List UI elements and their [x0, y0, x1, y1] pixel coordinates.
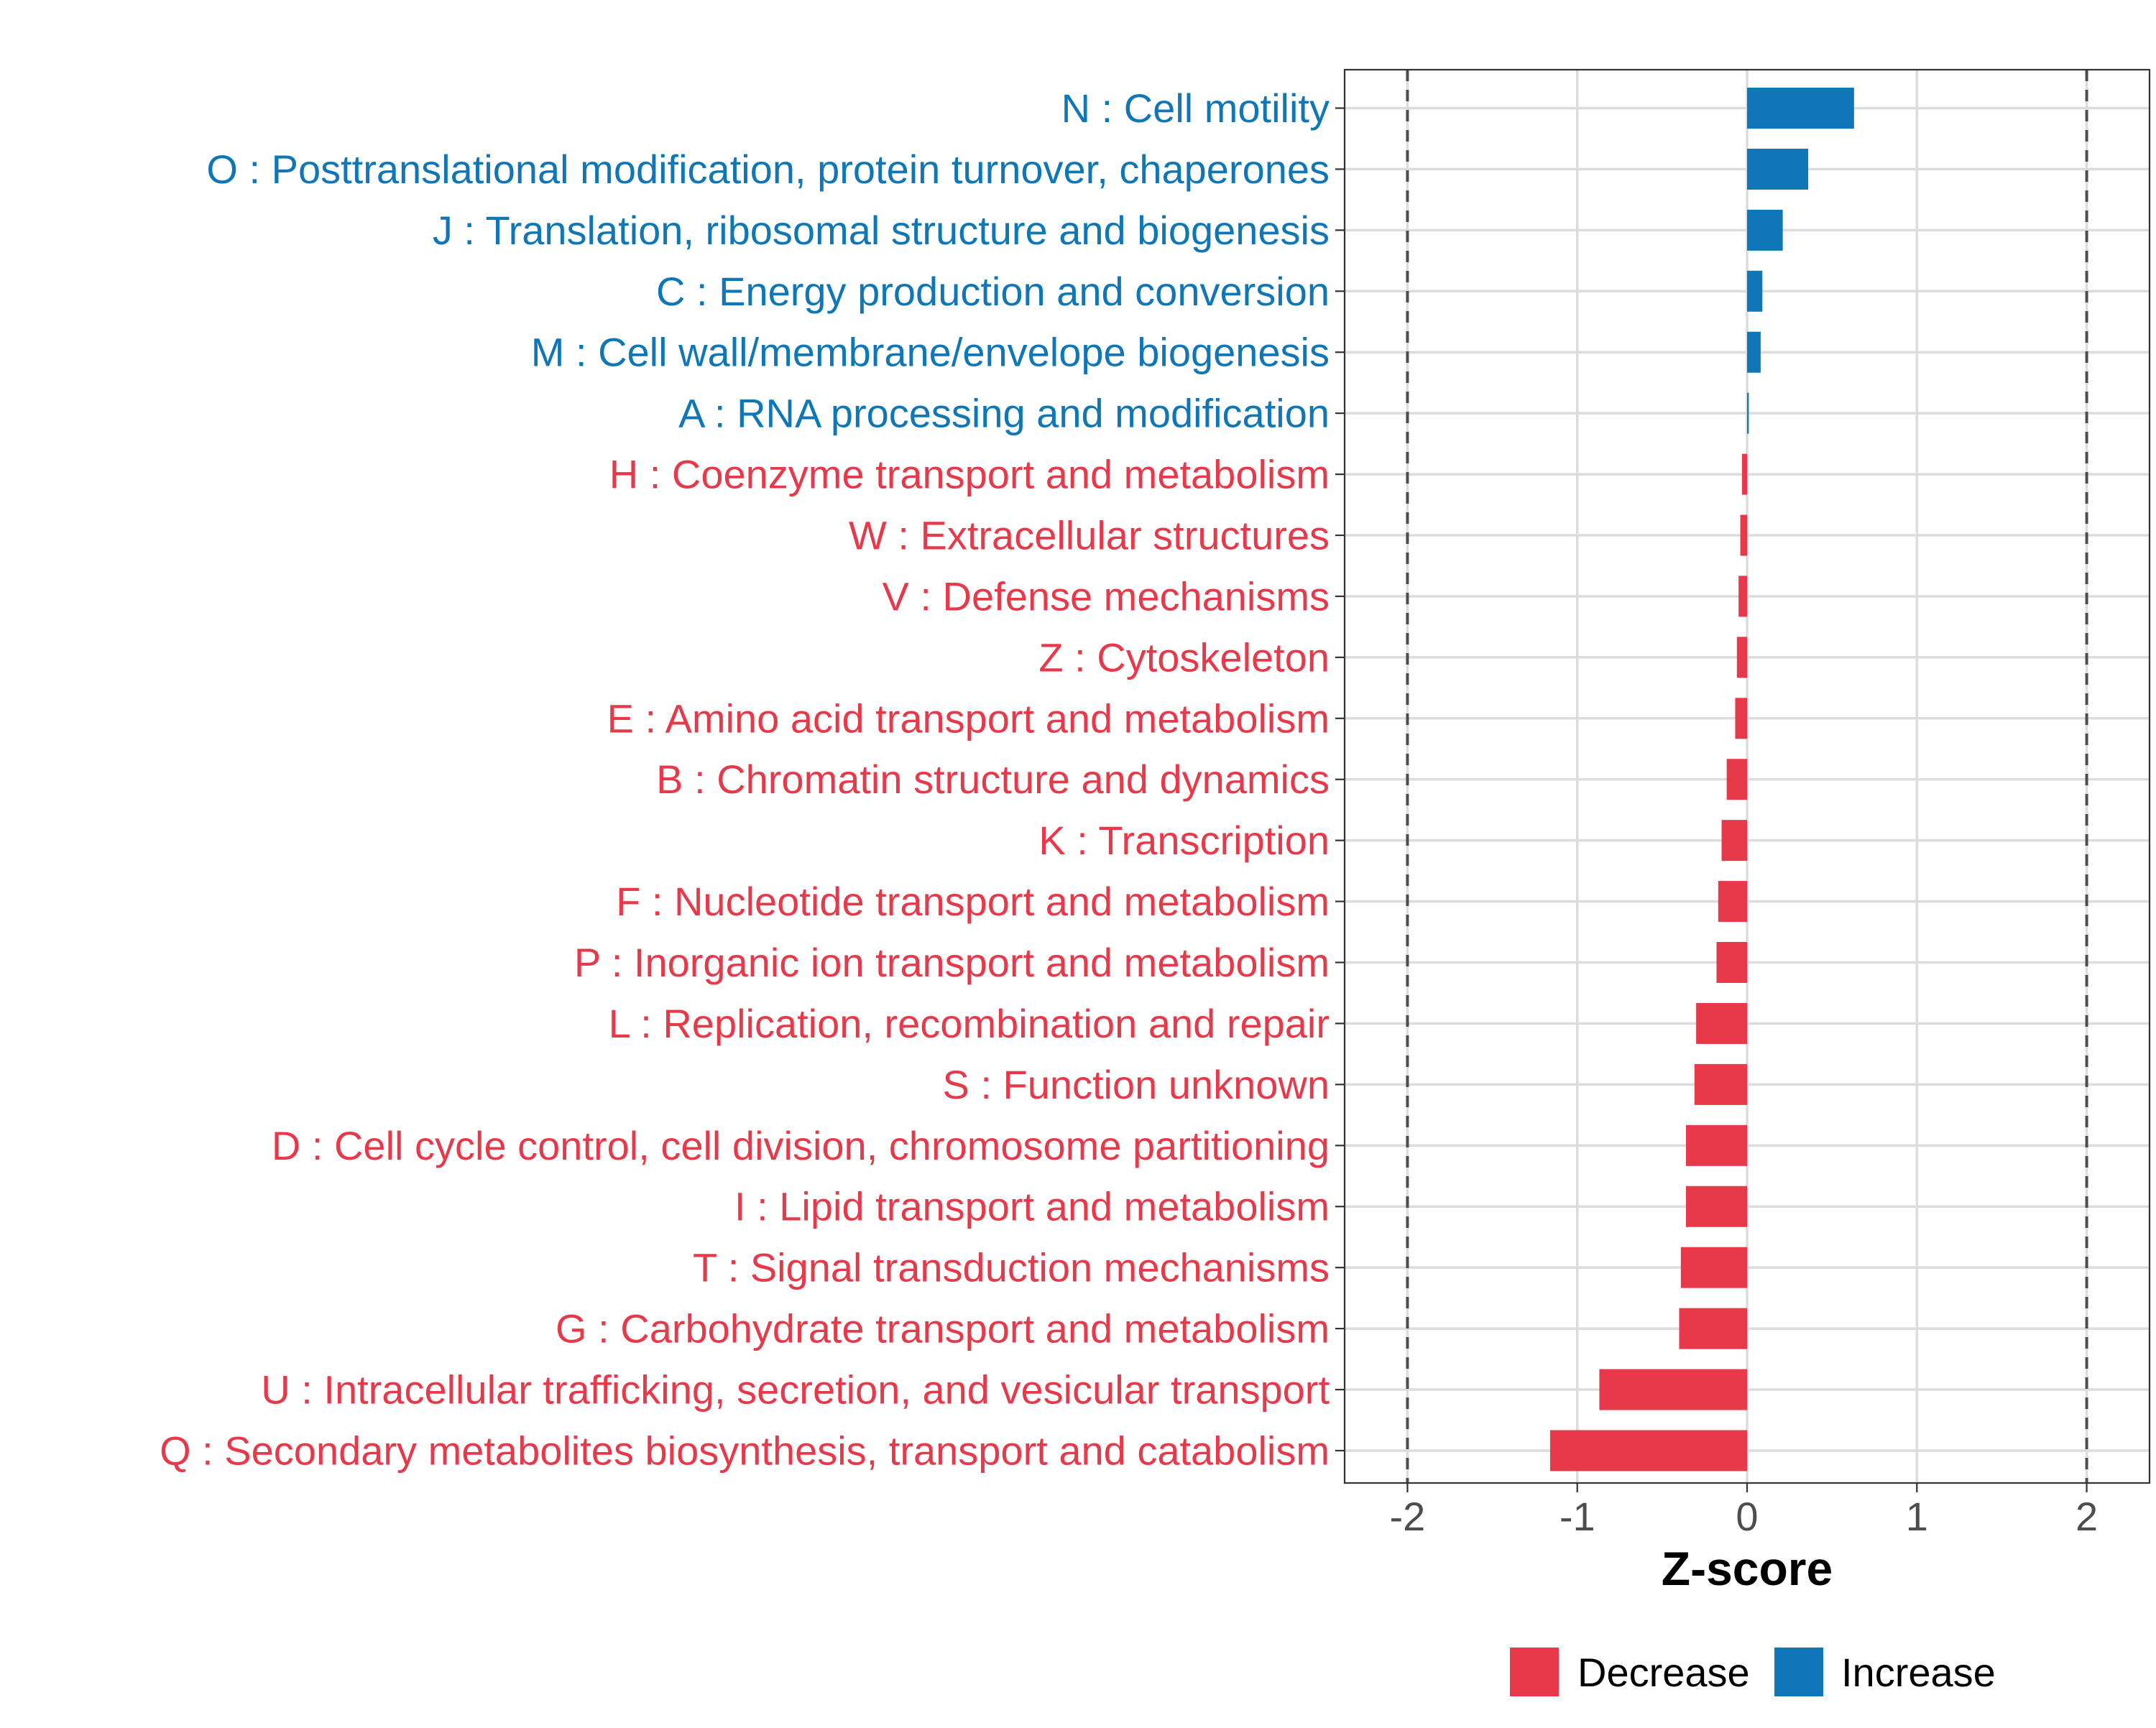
legend-label-decrease: Decrease — [1577, 1650, 1750, 1695]
category-label: F : Nucleotide transport and metabolism — [616, 879, 1330, 924]
bar — [1726, 759, 1747, 800]
category-label: I : Lipid transport and metabolism — [734, 1184, 1330, 1229]
x-tick-label: 1 — [1906, 1494, 1928, 1539]
bar — [1736, 637, 1747, 678]
bar — [1685, 1186, 1747, 1227]
category-label: K : Transcription — [1038, 818, 1330, 863]
category-label: P : Inorganic ion transport and metaboli… — [574, 940, 1330, 985]
bar — [1738, 576, 1747, 617]
y-axis-labels: N : Cell motility O : Posttranslational m… — [160, 86, 1330, 1473]
x-tick-label: -1 — [1560, 1494, 1595, 1539]
category-label: Q : Secondary metabolites biosynthesis, … — [160, 1428, 1330, 1473]
category-label: U : Intracellular trafficking, secretion… — [261, 1367, 1330, 1413]
bar — [1549, 1430, 1747, 1471]
x-tick-label: -2 — [1390, 1494, 1426, 1539]
category-label: B : Chromatin structure and dynamics — [656, 757, 1330, 802]
bar — [1694, 1063, 1747, 1105]
category-label: L : Replication, recombination and repai… — [609, 1001, 1330, 1046]
category-label: W : Extracellular structures — [849, 513, 1330, 558]
legend-label-increase: Increase — [1841, 1650, 1996, 1695]
bar — [1696, 1002, 1747, 1044]
category-label: G : Carbohydrate transport and metabolis… — [556, 1306, 1330, 1352]
bar — [1685, 1124, 1747, 1166]
category-label: T : Signal transduction mechanisms — [693, 1245, 1330, 1290]
bar — [1747, 209, 1783, 251]
bar — [1747, 392, 1749, 434]
category-label: A : RNA processing and modification — [678, 391, 1330, 436]
y-axis-ticks — [1335, 107, 1345, 1452]
bar — [1747, 270, 1763, 312]
category-label: H : Coenzyme transport and metabolism — [609, 452, 1330, 497]
x-tick-label: 2 — [2076, 1494, 2098, 1539]
legend-swatch-increase — [1774, 1648, 1823, 1696]
bar — [1747, 88, 1854, 129]
category-label: S : Function unknown — [942, 1062, 1330, 1107]
x-tick-label: 0 — [1736, 1494, 1758, 1539]
bar — [1679, 1308, 1747, 1349]
category-label: N : Cell motility — [1061, 86, 1330, 131]
x-axis-ticks — [1406, 1483, 2088, 1492]
bar — [1718, 881, 1747, 923]
category-label: Z : Cytoskeleton — [1038, 634, 1330, 680]
legend-swatch-decrease — [1510, 1648, 1559, 1696]
bar — [1747, 331, 1761, 373]
reference-lines — [1406, 70, 2088, 1483]
category-label: O : Posttranslational modification, prot… — [206, 147, 1330, 192]
bar — [1599, 1369, 1747, 1410]
x-axis-title: Z-score — [1662, 1542, 1833, 1595]
bar — [1721, 820, 1747, 861]
bar — [1740, 514, 1747, 556]
category-label: D : Cell cycle control, cell division, c… — [272, 1123, 1330, 1168]
category-label: C : Energy production and conversion — [656, 269, 1330, 314]
bar — [1735, 698, 1747, 739]
bar — [1747, 148, 1809, 190]
legend: Decrease Increase — [1510, 1648, 1996, 1696]
x-axis-tick-labels: -2 -1 0 1 2 — [1390, 1494, 2099, 1539]
bars — [1549, 88, 1854, 1471]
category-label: V : Defense mechanisms — [883, 573, 1330, 619]
bar — [1741, 453, 1747, 495]
category-label: M : Cell wall/membrane/envelope biogenes… — [531, 330, 1330, 375]
bar — [1680, 1247, 1747, 1288]
category-label: E : Amino acid transport and metabolism — [607, 696, 1330, 741]
bar — [1716, 942, 1747, 984]
category-label: J : Translation, ribosomal structure and… — [433, 208, 1330, 253]
